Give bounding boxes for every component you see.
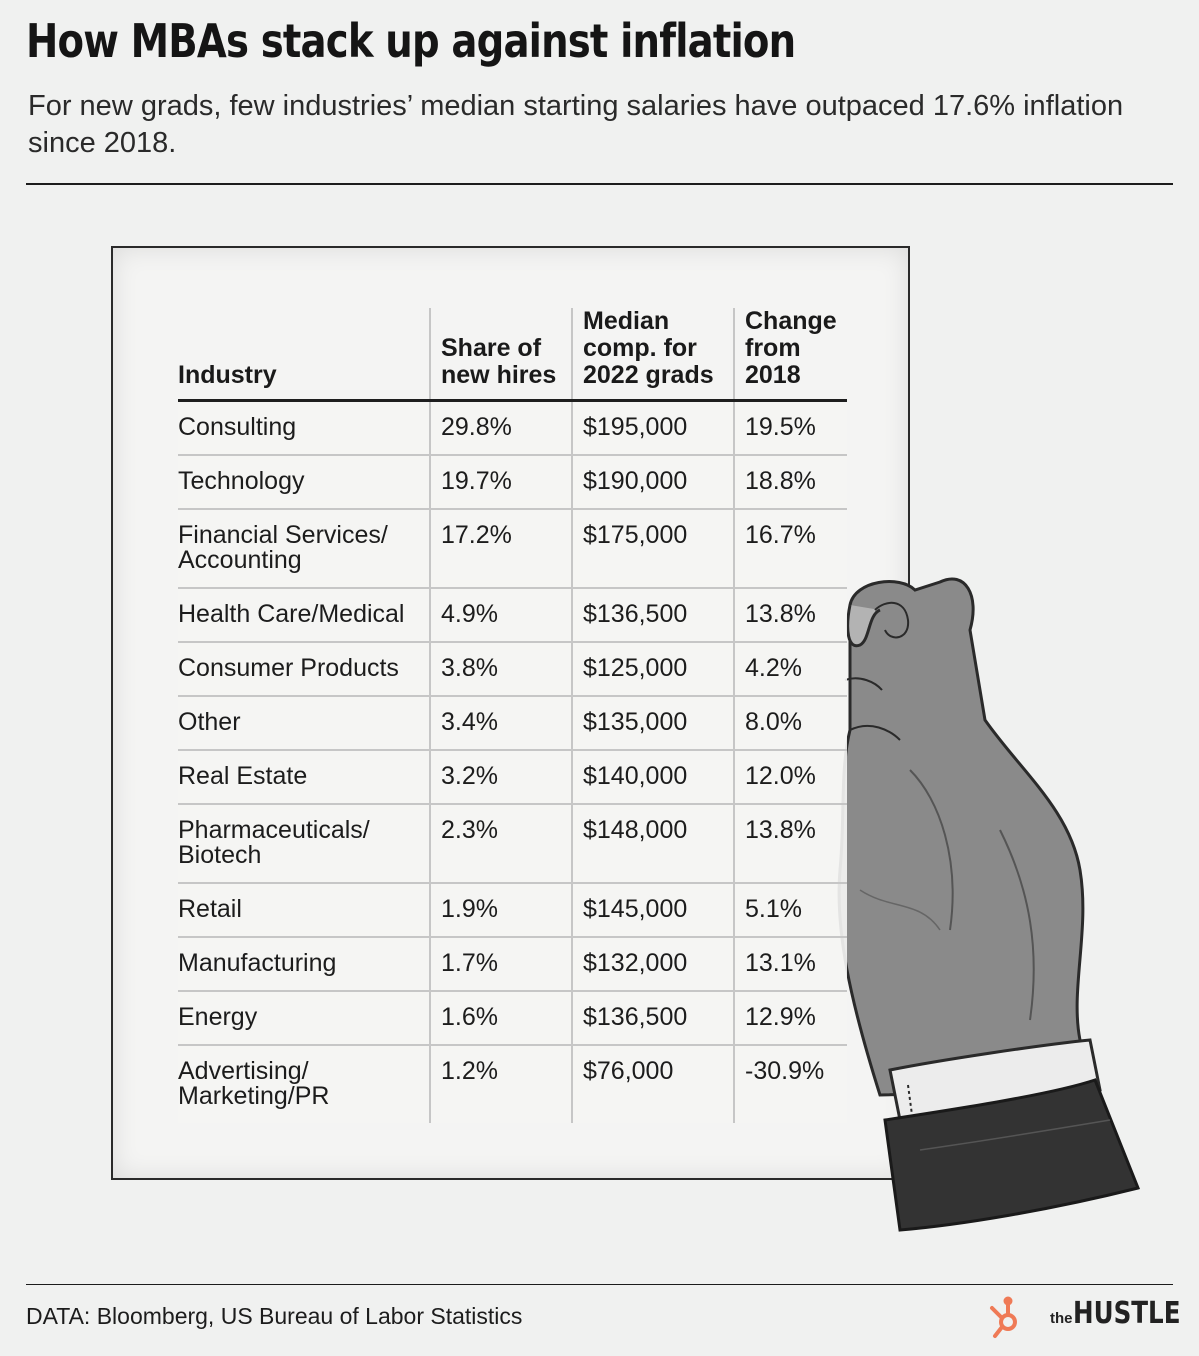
table-row: Financial Services/Accounting 17.2% $175,0… — [178, 509, 847, 589]
table-row: Pharmaceuticals/Biotech 2.3% $148,000 13.8% — [178, 804, 847, 884]
column-header-change: Change from 2018 — [733, 308, 847, 402]
cell-median-comp: $125,000 — [571, 642, 734, 697]
cell-share: 17.2% — [429, 509, 572, 589]
cell-industry: Real Estate — [178, 750, 430, 805]
cell-industry: Technology — [178, 455, 430, 510]
table-body: Consulting 29.8% $195,000 19.5% Technology 19… — [178, 400, 847, 1123]
brand-prefix: the — [1050, 1310, 1073, 1327]
table-row: Consulting 29.8% $195,000 19.5% — [178, 400, 847, 456]
cell-change: 8.0% — [733, 696, 847, 751]
cell-share: 19.7% — [429, 455, 572, 510]
cell-share: 3.4% — [429, 696, 572, 751]
cell-share: 4.9% — [429, 588, 572, 643]
cell-change: 18.8% — [733, 455, 847, 510]
cell-industry: Consulting — [178, 400, 430, 456]
hand-holding-paper-icon — [837, 577, 1141, 1232]
cell-industry: Advertising/Marketing/PR — [178, 1045, 430, 1123]
column-header-industry: Industry — [178, 308, 430, 402]
cell-median-comp: $136,500 — [571, 991, 734, 1046]
cell-median-comp: $145,000 — [571, 883, 734, 938]
table-row: Energy 1.6% $136,500 12.9% — [178, 991, 847, 1046]
cell-median-comp: $140,000 — [571, 750, 734, 805]
table-row: Technology 19.7% $190,000 18.8% — [178, 455, 847, 510]
table-header-row: Industry Share of new hires Median comp.… — [178, 308, 847, 402]
cell-change: 4.2% — [733, 642, 847, 697]
table-row: Real Estate 3.2% $140,000 12.0% — [178, 750, 847, 805]
cell-share: 1.2% — [429, 1045, 572, 1123]
data-source: DATA: Bloomberg, US Bureau of Labor Stat… — [26, 1303, 523, 1329]
brand-logo: theHUSTLE — [1050, 1296, 1199, 1331]
cell-share: 1.9% — [429, 883, 572, 938]
cell-industry: Other — [178, 696, 430, 751]
salary-table: Industry Share of new hires Median comp.… — [178, 308, 847, 1123]
cell-industry: Health Care/Medical — [178, 588, 430, 643]
cell-change: 13.8% — [733, 804, 847, 884]
hubspot-sprocket-icon — [990, 1296, 1017, 1338]
cell-median-comp: $195,000 — [571, 400, 734, 456]
brand-name: HUSTLE — [1072, 1296, 1181, 1331]
cell-share: 3.8% — [429, 642, 572, 697]
cell-industry: Retail — [178, 883, 430, 938]
cell-change: 12.0% — [733, 750, 847, 805]
page-subtitle: For new grads, few industries’ median st… — [28, 90, 1124, 159]
table-row: Advertising/Marketing/PR 1.2% $76,000 -30.9… — [178, 1045, 847, 1123]
cell-change: 13.8% — [733, 588, 847, 643]
table-row: Retail 1.9% $145,000 5.1% — [178, 883, 847, 938]
header-divider — [26, 183, 1173, 185]
cell-median-comp: $136,500 — [571, 588, 734, 643]
cell-share: 2.3% — [429, 804, 572, 884]
column-header-median-comp: Median comp. for 2022 grads — [571, 308, 734, 402]
cell-median-comp: $175,000 — [571, 509, 734, 589]
cell-change: 13.1% — [733, 937, 847, 992]
cell-median-comp: $148,000 — [571, 804, 734, 884]
cell-median-comp: $190,000 — [571, 455, 734, 510]
table-row: Manufacturing 1.7% $132,000 13.1% — [178, 937, 847, 992]
cell-industry: Energy — [178, 991, 430, 1046]
cell-industry: Pharmaceuticals/Biotech — [178, 804, 430, 884]
cell-change: 5.1% — [733, 883, 847, 938]
cell-share: 3.2% — [429, 750, 572, 805]
table-row: Health Care/Medical 4.9% $136,500 13.8% — [178, 588, 847, 643]
cell-change: 16.7% — [733, 509, 847, 589]
cell-median-comp: $76,000 — [571, 1045, 734, 1123]
table-row: Other 3.4% $135,000 8.0% — [178, 696, 847, 751]
cell-change: 19.5% — [733, 400, 847, 456]
cell-median-comp: $135,000 — [571, 696, 734, 751]
cell-change: -30.9% — [733, 1045, 847, 1123]
footer-divider — [26, 1284, 1173, 1285]
cell-share: 1.6% — [429, 991, 572, 1046]
cell-industry: Manufacturing — [178, 937, 430, 992]
cell-change: 12.9% — [733, 991, 847, 1046]
cell-industry: Consumer Products — [178, 642, 430, 697]
cell-median-comp: $132,000 — [571, 937, 734, 992]
table-row: Consumer Products 3.8% $125,000 4.2% — [178, 642, 847, 697]
cell-share: 29.8% — [429, 400, 572, 456]
page-title: How MBAs stack up against inflation — [26, 14, 796, 68]
cell-share: 1.7% — [429, 937, 572, 992]
column-header-share: Share of new hires — [429, 308, 572, 402]
cell-industry: Financial Services/Accounting — [178, 509, 430, 589]
